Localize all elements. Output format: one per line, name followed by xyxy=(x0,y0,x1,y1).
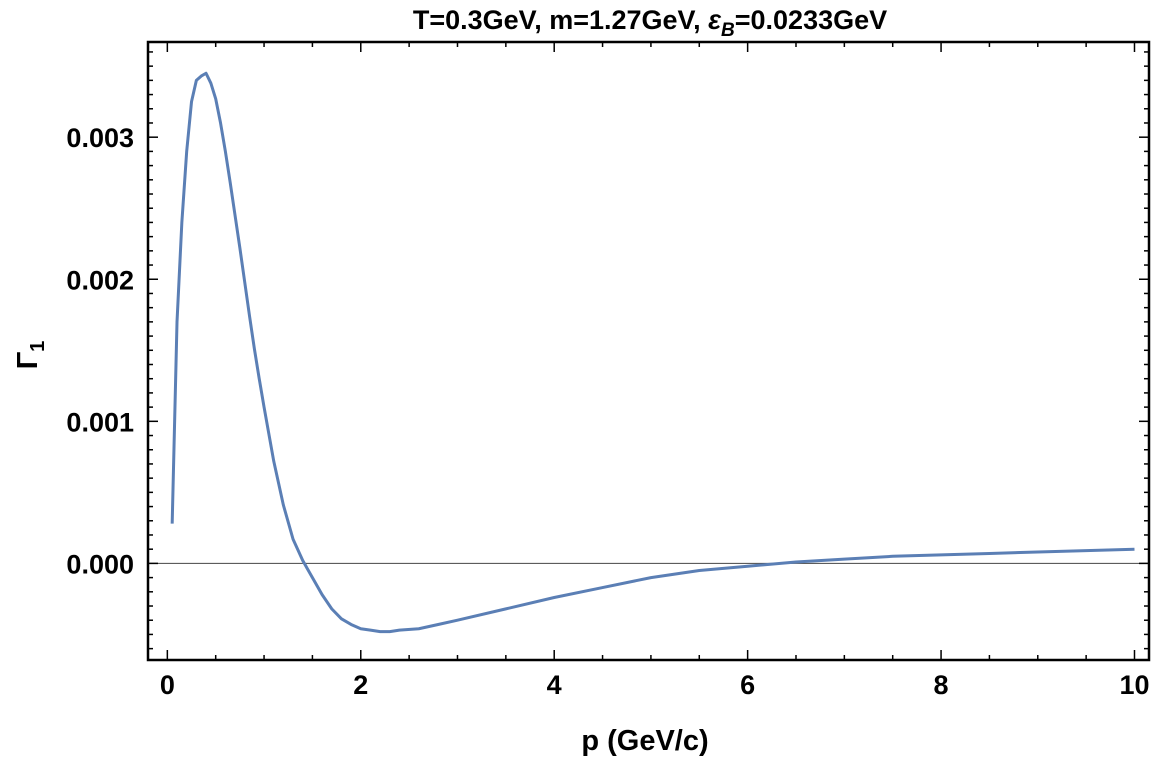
y-axis-label: Γ1 xyxy=(12,341,49,370)
x-tick-label: 8 xyxy=(934,670,949,700)
plot-frame xyxy=(146,40,1151,662)
chart-title: T=0.3GeV, m=1.27GeV, εB=0.0233GeV xyxy=(413,5,887,41)
y-tick-label: 0.000 xyxy=(66,549,134,579)
x-tick-label: 0 xyxy=(160,670,175,700)
y-tick-label: 0.001 xyxy=(66,407,134,437)
x-tick-label: 4 xyxy=(547,670,562,700)
y-axis-label-subscript: 1 xyxy=(27,341,49,352)
y-tick-label: 0.002 xyxy=(66,265,134,295)
chart-title-subscript: B xyxy=(721,20,735,41)
chart-title-symbol: ε xyxy=(708,5,722,35)
y-tick-label: 0.003 xyxy=(66,123,134,153)
chart-title-suffix: =0.0233GeV xyxy=(735,5,887,35)
series-line xyxy=(170,71,1135,634)
y-ticks: 0.000 0.001 0.002 0.003 xyxy=(66,51,1149,650)
x-tick-label: 2 xyxy=(353,670,368,700)
x-ticks: 0 2 4 6 8 10 xyxy=(160,42,1150,700)
x-tick-label: 6 xyxy=(740,670,755,700)
chart-title-prefix: T=0.3GeV, m=1.27GeV, xyxy=(413,5,708,35)
x-tick-label: 10 xyxy=(1119,670,1149,700)
y-axis-label-base: Γ xyxy=(12,352,44,369)
x-axis-label: p (GeV/c) xyxy=(581,725,708,757)
